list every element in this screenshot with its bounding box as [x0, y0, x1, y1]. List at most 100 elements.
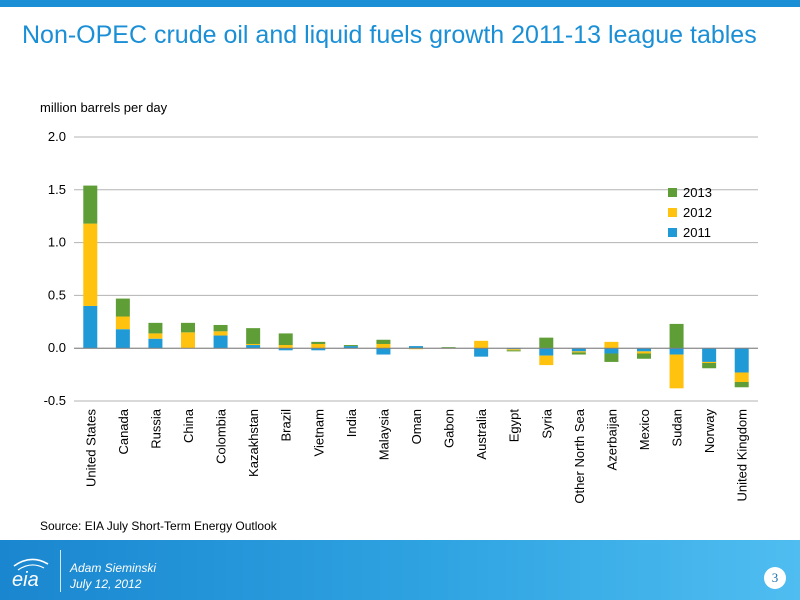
bar-segment-2012 [637, 351, 651, 354]
legend-label: 2011 [683, 225, 711, 240]
y-tick-label: 1.0 [48, 235, 66, 250]
bar-segment-2011 [115, 329, 130, 349]
bar-segment-2013 [246, 328, 261, 344]
bar-segment-2012 [376, 343, 391, 349]
bar-segment-2013 [702, 362, 717, 369]
x-tick-label: Azerbaijan [604, 409, 619, 470]
top-accent-bar [0, 0, 800, 7]
bar-segment-2012 [474, 340, 489, 349]
bar-segment-2012 [604, 341, 619, 349]
bar-segment-2012 [539, 355, 554, 366]
y-tick-label: 0.5 [48, 287, 66, 302]
bar-segment-2011 [669, 348, 684, 355]
bar-segment-2013 [83, 185, 98, 224]
y-tick-label: 1.5 [48, 182, 66, 197]
bar-segment-2013 [571, 352, 586, 355]
bar-segment-2012 [506, 349, 521, 351]
bar-segment-2013 [539, 337, 554, 349]
x-tick-label: Gabon [442, 409, 457, 448]
x-tick-label: Malaysia [376, 408, 391, 460]
slide-title: Non-OPEC crude oil and liquid fuels grow… [22, 21, 757, 49]
bar-segment-2011 [148, 338, 163, 349]
bar-segment-2013 [604, 353, 619, 362]
x-tick-label: United States [83, 409, 98, 488]
bar-segment-2013 [734, 381, 749, 388]
bar-segment-2013 [441, 347, 456, 349]
stacked-bar-chart: 2.0 1.5 1.0 0.5 0.0 -0.5 United States Canada Ru… [44, 129, 758, 504]
presenter-name: Adam Sieminski [70, 561, 157, 575]
bar-segment-2011 [474, 348, 489, 357]
x-tick-label: India [344, 408, 359, 437]
x-tick-label: United Kingdom [735, 409, 750, 502]
y-tick-label: 0.0 [48, 340, 66, 355]
bar-segment-2013 [115, 298, 130, 317]
bar-segment-2012 [734, 372, 749, 382]
presentation-date: July 12, 2012 [70, 577, 142, 591]
page-number: 3 [764, 567, 786, 589]
y-tick-label: 2.0 [48, 129, 66, 144]
bar-segment-2012 [278, 345, 293, 349]
bar-segment-2011 [571, 348, 586, 352]
bar-segment-2013 [278, 333, 293, 346]
bar-segment-2011 [702, 348, 717, 362]
bar-segment-2012 [246, 343, 261, 346]
bar-segment-2012 [181, 332, 195, 349]
bar-segment-2013 [637, 353, 651, 359]
bar-segment-2011 [213, 335, 228, 349]
x-tick-label: China [181, 408, 196, 443]
bar-segment-2011 [409, 346, 423, 349]
bar-segment-2012 [409, 348, 423, 350]
x-tick-label: Sudan [670, 409, 685, 447]
x-tick-label: Syria [539, 408, 554, 438]
x-tick-label: Canada [116, 408, 131, 454]
bar-segment-2012 [115, 316, 130, 330]
y-axis-unit-label: million barrels per day [40, 100, 168, 115]
bar-segment-2011 [246, 345, 261, 349]
x-tick-label: Brazil [279, 409, 294, 442]
x-tick-label: Norway [702, 409, 717, 454]
x-tick-label: Kazakhstan [246, 409, 261, 477]
x-tick-label: Russia [148, 408, 163, 449]
bar-segment-2013 [148, 322, 163, 334]
x-tick-label: Mexico [637, 409, 652, 450]
bar-segment-2011 [83, 305, 98, 349]
y-tick-label: -0.5 [44, 393, 66, 408]
bar-segment-2013 [376, 339, 391, 344]
x-tick-label: Egypt [507, 409, 522, 443]
x-tick-label: Colombia [214, 408, 229, 464]
bar-segment-2011 [734, 348, 749, 373]
bar-segment-2013 [343, 345, 358, 347]
bar-segment-2013 [506, 350, 521, 352]
bar-segment-2011 [376, 348, 391, 355]
x-tick-label: Other North Sea [572, 408, 587, 503]
footer-divider [60, 550, 61, 592]
bar-segment-2011 [311, 348, 326, 351]
bar-segment-2013 [181, 322, 195, 333]
bar-segment-2011 [604, 348, 619, 354]
legend-label: 2012 [683, 205, 712, 220]
bar-segment-2011 [343, 346, 358, 349]
x-tick-label: Oman [409, 409, 424, 444]
bar-segment-2012 [148, 333, 163, 339]
x-tick-label: Australia [474, 408, 489, 459]
eia-logo-icon: eia [12, 558, 49, 591]
legend-swatch [668, 208, 677, 217]
source-note: Source: EIA July Short-Term Energy Outlo… [40, 519, 277, 533]
bar-segment-2011 [506, 348, 521, 350]
presenter-info: Adam Sieminski July 12, 2012 [70, 560, 156, 592]
footer-bar: eia Adam Sieminski July 12, 2012 3 [0, 540, 800, 600]
bar-segment-2012 [571, 351, 586, 353]
bar-segment-2012 [311, 343, 326, 349]
legend-label: 2013 [683, 185, 712, 200]
x-tick-label: Vietnam [311, 409, 326, 456]
bar-segment-2011 [637, 348, 651, 352]
bar-segment-2013 [669, 323, 684, 349]
bar-segment-2012 [669, 354, 684, 389]
legend-swatch [668, 188, 677, 197]
bar-segment-2013 [213, 324, 228, 332]
logo-text: eia [12, 569, 39, 591]
legend-swatch [668, 228, 677, 237]
bar-segment-2012 [213, 331, 228, 336]
bar-segment-2012 [83, 223, 98, 306]
bar-segment-2012 [702, 361, 717, 363]
